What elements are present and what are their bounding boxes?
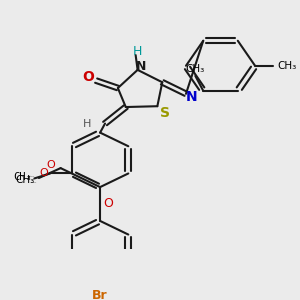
Text: N: N <box>136 60 147 73</box>
Text: H: H <box>83 118 92 128</box>
Text: S: S <box>160 106 170 120</box>
Text: Br: Br <box>92 289 108 300</box>
Text: CH₃: CH₃ <box>15 175 34 185</box>
Text: O: O <box>103 197 113 210</box>
Text: H: H <box>133 45 142 58</box>
Text: methoxy: methoxy <box>31 182 37 183</box>
Text: O: O <box>82 70 94 84</box>
Text: CH₃: CH₃ <box>186 64 205 74</box>
Text: O: O <box>46 160 55 170</box>
Text: CH₃: CH₃ <box>277 61 296 71</box>
Text: O: O <box>39 169 48 178</box>
Text: methoxy: methoxy <box>29 176 35 177</box>
Text: CH₃: CH₃ <box>14 172 32 182</box>
Text: N: N <box>186 90 198 104</box>
